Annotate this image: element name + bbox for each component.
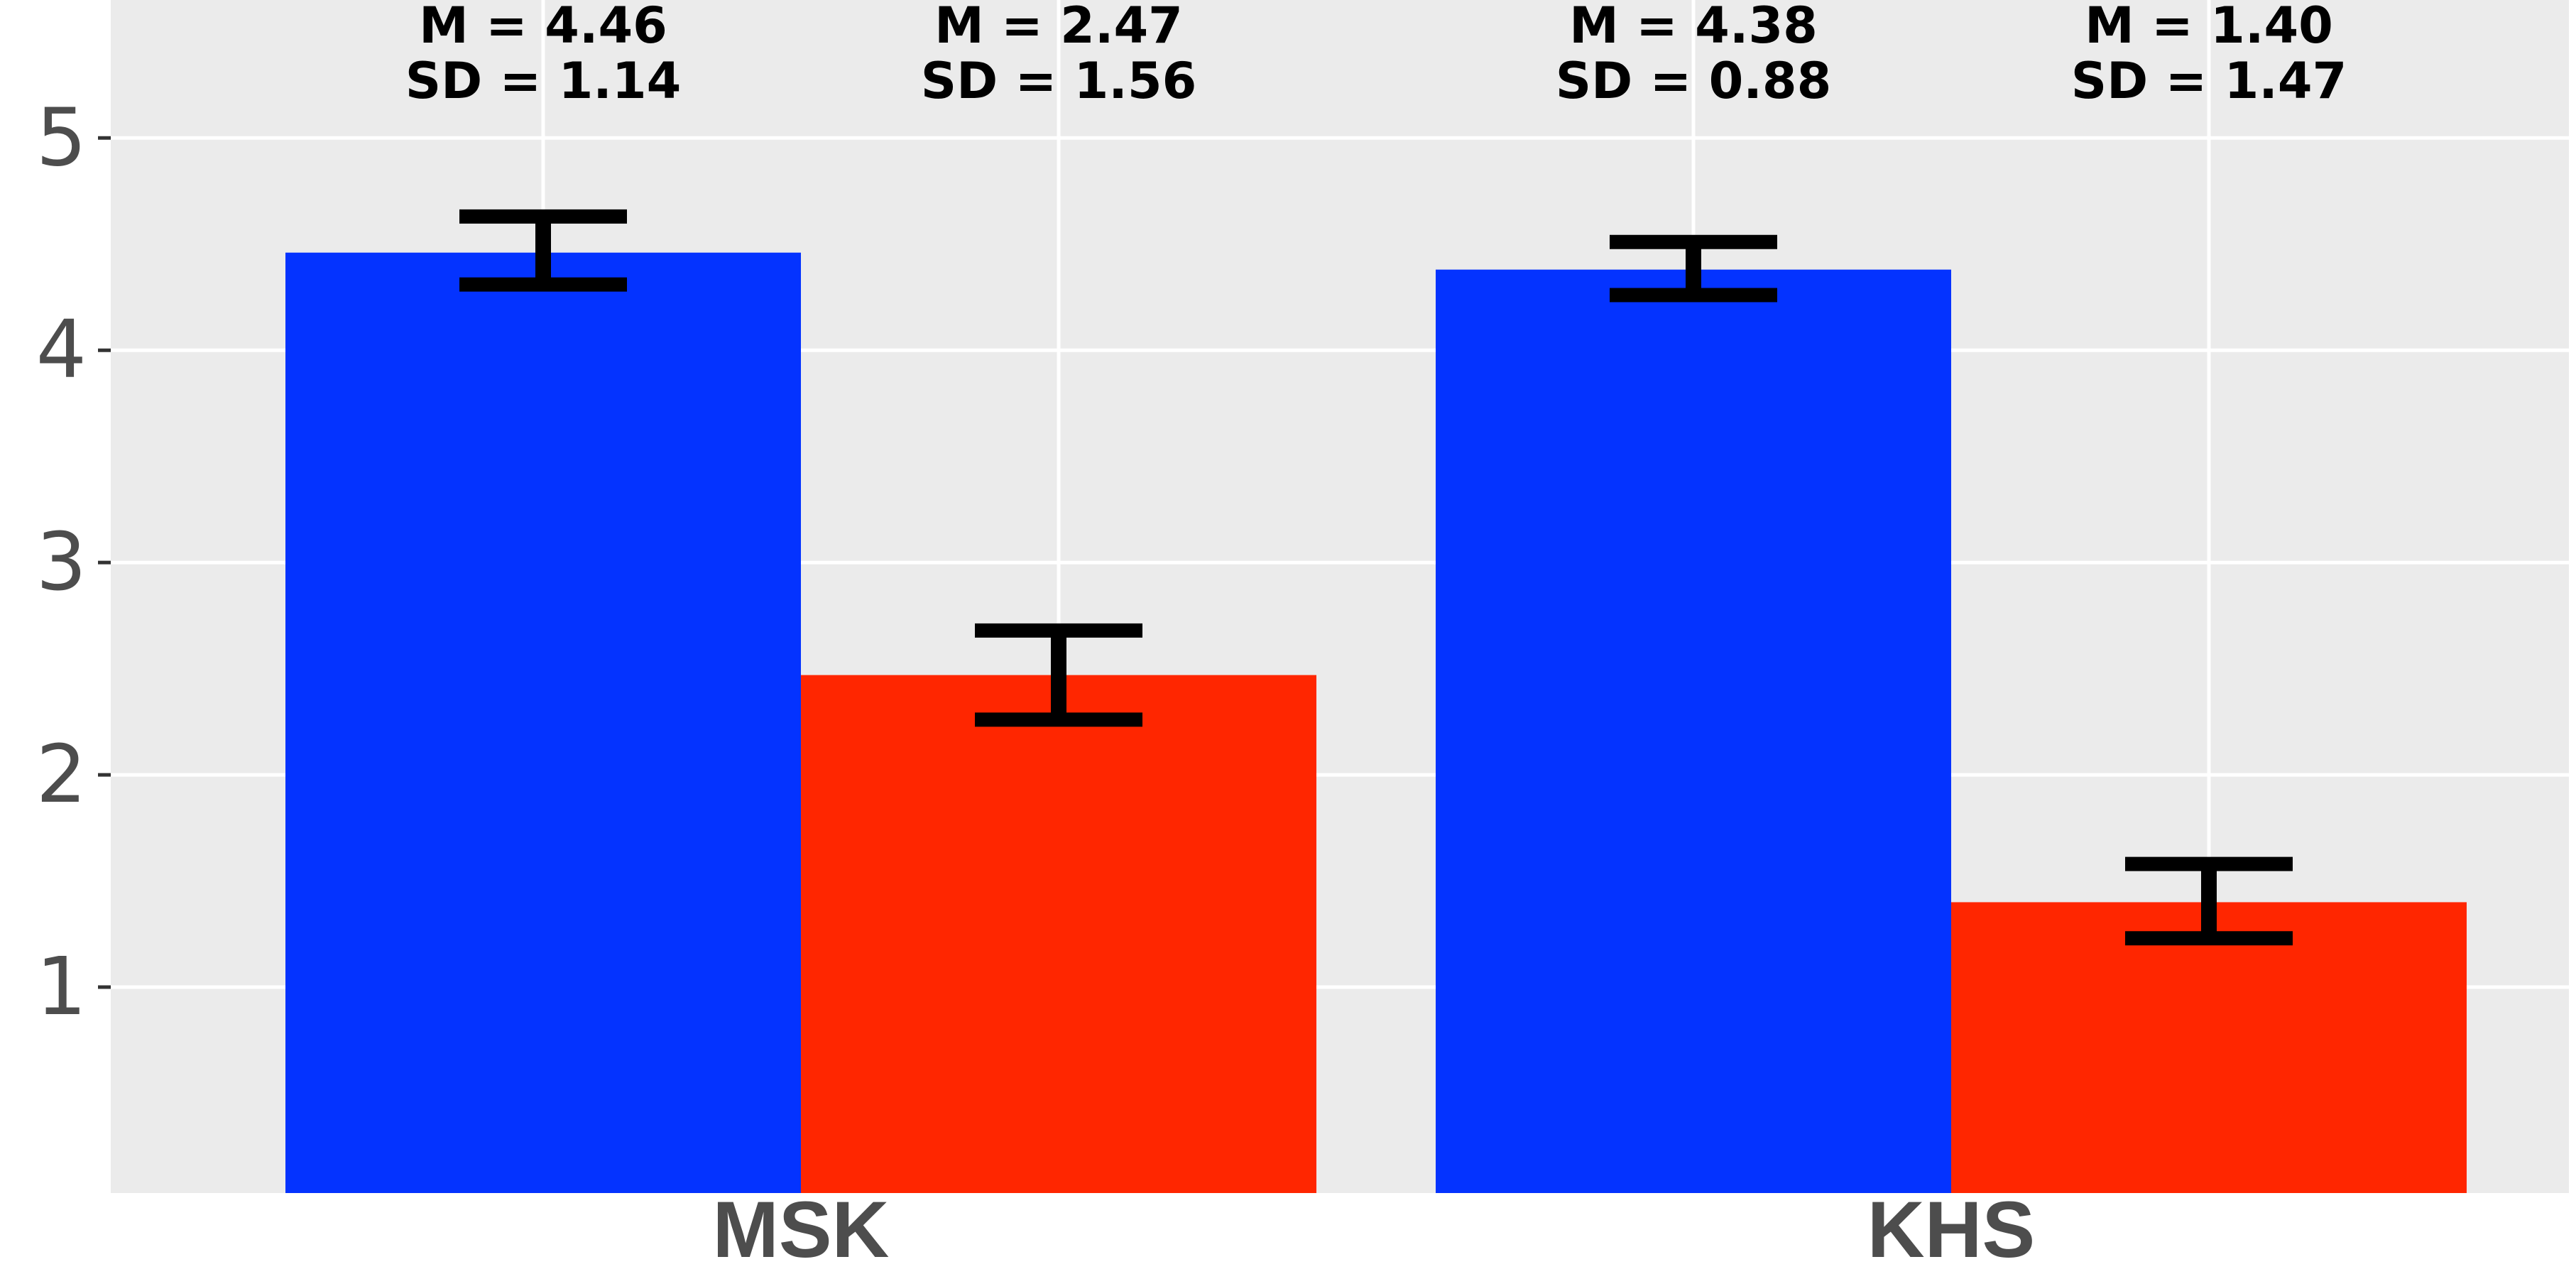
annotation-sd-2: SD = 0.88 — [1556, 52, 1832, 110]
error-bar-khs-1 — [2125, 856, 2293, 946]
error-bar-msk-1 — [975, 623, 1142, 727]
y-tick-label-1: 1 — [36, 941, 87, 1033]
bar-msk-0 — [285, 252, 801, 1194]
annotation-sd-0: SD = 1.14 — [405, 52, 682, 110]
error-bar-khs-0 — [1610, 234, 1777, 303]
annotation-mean-0: M = 4.46 — [419, 0, 667, 55]
y-tick-label-2: 2 — [36, 729, 87, 821]
bar-khs-1 — [1951, 902, 2467, 1193]
y-tick-label-3: 3 — [36, 516, 87, 609]
y-tick-label-5: 5 — [36, 92, 87, 184]
y-axis-ticks: 1 2 3 4 5 — [36, 92, 111, 1033]
x-category-label-khs: KHS — [1867, 1185, 2035, 1274]
bar-khs-0 — [1436, 269, 1951, 1193]
error-bars — [459, 209, 2293, 946]
x-category-label-msk: MSK — [713, 1185, 890, 1274]
error-bar-msk-0 — [459, 209, 627, 292]
annotation-mean-2: M = 4.38 — [1569, 0, 1818, 55]
bar-msk-1 — [801, 675, 1316, 1193]
annotation-sd-1: SD = 1.56 — [921, 52, 1197, 110]
y-tick-label-4: 4 — [36, 304, 87, 396]
annotation-mean-1: M = 2.47 — [934, 0, 1183, 55]
annotation-sd-3: SD = 1.47 — [2071, 52, 2347, 110]
annotation-mean-3: M = 1.40 — [2085, 0, 2333, 55]
bars — [285, 252, 2467, 1194]
x-axis-category-labels: MSK KHS — [713, 1185, 2036, 1274]
